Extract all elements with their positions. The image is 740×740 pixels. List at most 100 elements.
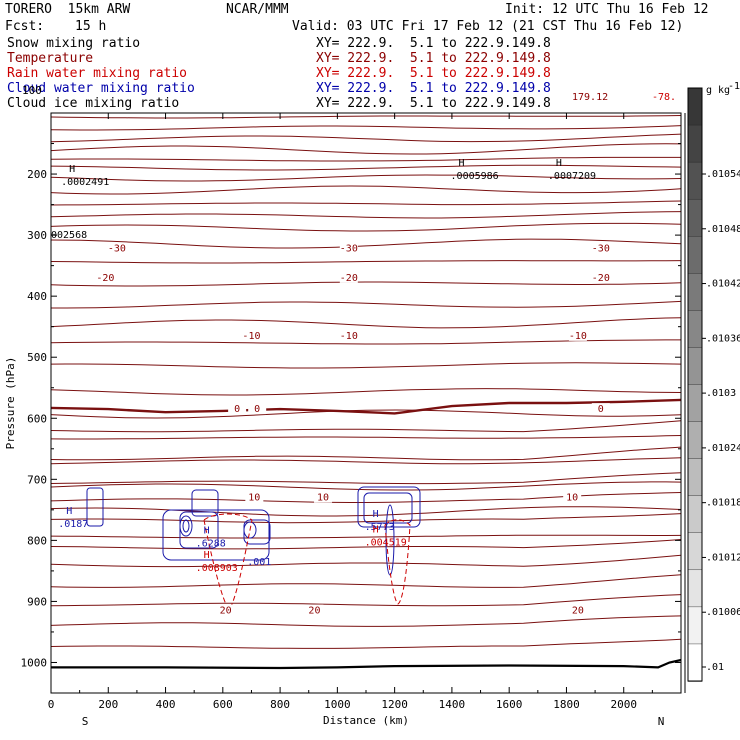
isotherm-line [50, 238, 682, 249]
y-tick-label: 900 [27, 595, 47, 608]
temperature-contour-label: 20 [220, 606, 232, 617]
colorbar-label: .01036 [706, 333, 740, 344]
isotherm-line [50, 143, 682, 155]
colorbar-label: .01054 [706, 169, 740, 180]
colorbar-label: .01024 [706, 443, 740, 454]
isotherm-line [50, 615, 682, 627]
x-tick-label: 800 [270, 698, 290, 711]
y-tick-label: 400 [27, 290, 47, 303]
temperature-contour-label: 0 [598, 404, 604, 415]
temperature-contour-label: 20 [308, 606, 320, 617]
isotherm-line [50, 174, 682, 182]
field-name: Snow mixing ratio [7, 36, 141, 51]
extremum-marker: H [69, 164, 75, 175]
contour-label-mask [314, 491, 333, 503]
x-tick-label: 0 [48, 698, 55, 711]
colorbar-label: .01018 [706, 498, 740, 509]
temperature-contour-label: -30 [592, 244, 610, 255]
contour-label-mask [591, 271, 610, 283]
isotherm-line [50, 185, 682, 195]
colorbar-cell [687, 236, 703, 275]
colorbar-cell [687, 569, 703, 608]
colorbar-cell [687, 310, 703, 349]
colorbar-cell [687, 532, 703, 571]
isotherm-line [50, 472, 682, 485]
contour-label-mask [248, 403, 267, 415]
isotherm-line [50, 534, 682, 539]
x-tick-label: 200 [98, 698, 118, 711]
field-name: Cloud water mixing ratio [7, 81, 195, 96]
temperature-contour-label: 0 [254, 404, 260, 415]
extremum-value: .001 [247, 557, 271, 568]
x-axis-label: Distance (km) [323, 714, 409, 727]
x-tick-label: 1000 [324, 698, 351, 711]
extremum-value: .0007209 [548, 171, 596, 182]
isotherm-line [50, 539, 682, 550]
cloud-water-contour [86, 487, 104, 527]
field-xy: XY= 222.9. 5.1 to 222.9.149.8 [316, 36, 551, 51]
edge-contour-label: 002568 [51, 230, 87, 241]
colorbar-cell [687, 161, 703, 200]
y-tick-label: 1000 [21, 656, 48, 669]
colorbar-frame [687, 87, 703, 682]
field-xy: XY= 222.9. 5.1 to 222.9.149.8 [316, 66, 551, 81]
contour-label-mask [228, 403, 247, 415]
contour-label-mask [305, 604, 324, 616]
isotherm-line [50, 200, 682, 206]
extremum-value: .6288 [196, 539, 226, 550]
colorbar-cell [687, 643, 703, 682]
x-tick-label: 2000 [610, 698, 637, 711]
valid-time: Valid: 03 UTC Fri 17 Feb 12 (21 CST Thu … [292, 19, 684, 34]
isotherm-line [50, 594, 682, 607]
cloud-water-contour [162, 509, 270, 561]
isotherm-line [50, 133, 682, 143]
isotherm-line [50, 435, 682, 440]
isotherm-line [50, 638, 682, 649]
contour-label-mask [563, 491, 582, 503]
x-tick-label: 600 [213, 698, 233, 711]
isotherm-line [50, 457, 682, 465]
isotherm-line [50, 481, 682, 491]
x-tick-label: 1200 [381, 698, 408, 711]
cloud-water-contour [182, 519, 190, 533]
colorbar-label: .01012 [706, 552, 740, 563]
contour-label-mask [339, 329, 358, 341]
colorbar-unit-exponent: -1 [728, 81, 740, 92]
south-end-label: S [82, 715, 89, 728]
colorbar-label: .01048 [706, 224, 740, 235]
isotherm-line [50, 388, 682, 396]
colorbar-label: .01006 [706, 607, 740, 618]
cloud-water-contour [243, 521, 257, 539]
temperature-contour-label: -10 [340, 331, 358, 342]
temperature-contour-label: -30 [108, 244, 126, 255]
colorbar-cell [687, 384, 703, 423]
x-tick-label: 1400 [439, 698, 466, 711]
top-contour-label: 179.12 [572, 92, 608, 103]
contour-label-mask [216, 604, 235, 616]
y-axis-label: Pressure (hPa) [4, 357, 17, 450]
y-tick-label: 600 [27, 412, 47, 425]
extremum-value: .0005986 [451, 171, 499, 182]
colorbar-label: .01 [706, 662, 724, 673]
extremum-value: .0002491 [61, 177, 109, 188]
temperature-contour-label: -30 [340, 244, 358, 255]
temperature-contour-label: -20 [96, 273, 114, 284]
temperature-contour-label: -20 [340, 273, 358, 284]
field-name: Cloud ice mixing ratio [7, 96, 180, 111]
y-tick-label: 100 [22, 84, 42, 97]
freezing-level-line [50, 398, 682, 415]
organization-title: NCAR/MMM [226, 2, 289, 17]
contour-label-mask [339, 242, 358, 254]
isotherm-line [50, 125, 682, 131]
y-tick-label: 500 [27, 351, 47, 364]
isotherm-line [50, 260, 682, 264]
extremum-value: .5773 [365, 522, 395, 533]
temperature-contour-label: 0 [234, 404, 240, 415]
y-tick-label: 800 [27, 534, 47, 547]
colorbar-label: .0103 [706, 388, 736, 399]
cloud-water-contour [179, 515, 193, 537]
extremum-value: .008903 [196, 563, 238, 574]
isotherm-line [50, 574, 682, 588]
